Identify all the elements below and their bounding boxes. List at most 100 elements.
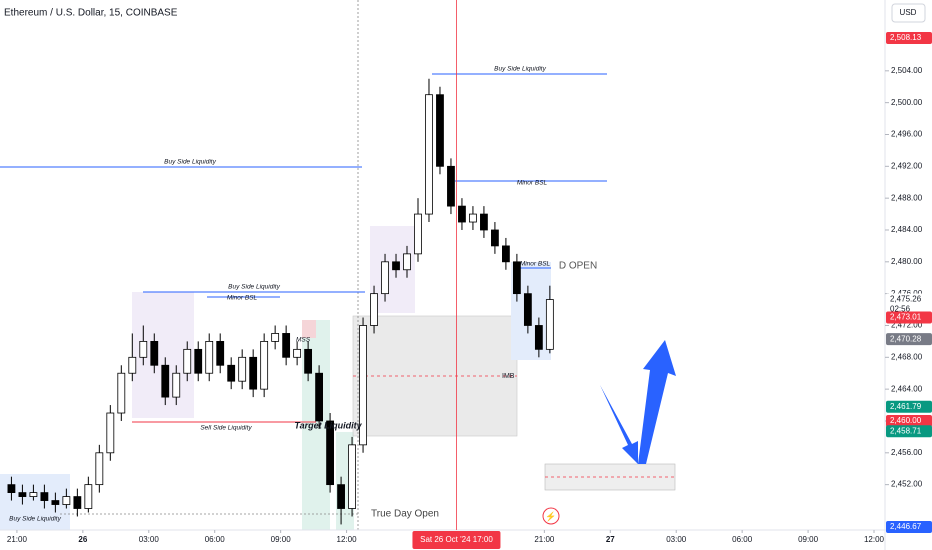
- y-tick-label: 2,504.00: [891, 66, 923, 75]
- x-tick-label: 26: [78, 535, 87, 544]
- candle-body: [304, 348, 313, 374]
- candle-body: [238, 356, 247, 382]
- arrow: [600, 385, 638, 464]
- candle-body: [183, 348, 192, 374]
- annotation: Target Liquidity: [294, 420, 362, 430]
- arrow: [638, 340, 676, 464]
- candle-body: [523, 293, 532, 326]
- candle-body: [161, 364, 170, 398]
- candle-body: [172, 372, 181, 398]
- candle-body: [139, 340, 148, 358]
- y-tick-label: 2,480.00: [891, 257, 923, 266]
- candle-body: [326, 420, 334, 486]
- x-tick-label: 03:00: [139, 535, 160, 544]
- x-tick-label: 09:00: [271, 535, 292, 544]
- y-tick-label: 2,452.00: [891, 480, 923, 489]
- candle-body: [370, 293, 378, 326]
- price-label: 2,470.28: [890, 334, 922, 343]
- event-icon[interactable]: [542, 507, 560, 525]
- annotation: Sell Side Liquidity: [200, 425, 252, 432]
- candle-body: [84, 484, 93, 509]
- price-label-bg: [886, 293, 932, 316]
- candle-body: [293, 348, 302, 358]
- event-icon-glyph: ⚡: [545, 510, 556, 522]
- candle-body: [29, 492, 38, 497]
- chart-title: Ethereum / U.S. Dollar, 15, COINBASE: [4, 8, 178, 19]
- currency-button[interactable]: [891, 3, 926, 23]
- y-tick-label: 2,492.00: [891, 161, 923, 170]
- candle-body: [128, 356, 137, 374]
- candle-body: [249, 356, 258, 390]
- annotation: Minor BSL: [227, 295, 258, 302]
- annotation: MSS: [296, 337, 311, 344]
- candle-body: [260, 340, 269, 390]
- annotation: D OPEN: [559, 261, 597, 272]
- annotation: Buy Side Liquidity: [228, 284, 280, 291]
- price-label-bg: [886, 31, 932, 44]
- x-tick-label: 21:00: [7, 535, 28, 544]
- candle-body: [436, 94, 444, 167]
- countdown: 02:56: [890, 305, 911, 314]
- candle-body: [447, 165, 455, 207]
- price-label: 2,475.26: [890, 295, 922, 304]
- y-tick-label: 2,464.00: [891, 384, 923, 393]
- price-label: 2,460.00: [890, 416, 922, 425]
- candles: [7, 78, 554, 525]
- y-tick-label: 2,476.00: [891, 289, 923, 298]
- price-label: 2,508.13: [890, 33, 922, 42]
- x-tick-label: 12:00: [864, 535, 885, 544]
- y-tick-label: 2,472.00: [891, 321, 923, 330]
- currency: USD: [900, 8, 917, 17]
- price-label: 2,473.01: [890, 313, 922, 322]
- candle-body: [73, 496, 82, 509]
- price-label-bg: [886, 414, 932, 427]
- candle-body: [18, 492, 27, 497]
- candle-body: [414, 213, 422, 255]
- x-tick-label: 21:00: [534, 535, 555, 544]
- annotation: Buy Side Liquidity: [9, 516, 61, 523]
- candle-body: [403, 253, 411, 271]
- annotation: IMB: [502, 373, 515, 380]
- price-label-bg: [886, 425, 932, 438]
- price-label-bg: [886, 333, 932, 346]
- candle-body: [282, 333, 291, 358]
- x-tick-label: 09:00: [798, 535, 819, 544]
- candle-body: [512, 261, 521, 295]
- candle-body: [392, 261, 400, 271]
- candle-body: [62, 496, 71, 505]
- x-tick-label: 12:00: [337, 535, 358, 544]
- candle-body: [315, 372, 324, 422]
- candle-body: [117, 372, 126, 414]
- candle-body: [348, 444, 356, 509]
- candle-body: [469, 213, 477, 223]
- candle-body: [271, 333, 280, 342]
- price-label: 2,458.71: [890, 426, 922, 435]
- x-tick-label: 06:00: [205, 535, 226, 544]
- levels: [0, 73, 607, 298]
- candle-body: [491, 229, 499, 247]
- annotation: Minor BSL: [520, 261, 551, 268]
- annotation: True Day Open: [371, 509, 439, 520]
- crosshair-label-bg: [412, 531, 501, 549]
- zone: [302, 320, 316, 338]
- price-label: 2,461.79: [890, 402, 922, 411]
- candle-body: [381, 261, 389, 295]
- candle-body: [7, 484, 16, 493]
- annotation: Buy Side Liquidity: [164, 159, 216, 166]
- x-tick-label: 27: [606, 535, 615, 544]
- candle-body: [502, 245, 510, 263]
- candle-body: [458, 205, 466, 223]
- candle-body: [40, 492, 49, 501]
- candle-body: [106, 412, 115, 454]
- candle-body: [425, 94, 433, 215]
- annotation: Minor BSL: [517, 180, 548, 187]
- candle-body: [359, 325, 367, 446]
- price-label-bg: [886, 521, 932, 534]
- x-tick-label: 06:00: [732, 535, 753, 544]
- y-tick-label: 2,484.00: [891, 225, 923, 234]
- price-label-bg: [886, 311, 932, 324]
- annotation: Buy Side Liquidity: [494, 66, 546, 73]
- y-tick-label: 2,456.00: [891, 448, 923, 457]
- candle-body: [227, 364, 236, 382]
